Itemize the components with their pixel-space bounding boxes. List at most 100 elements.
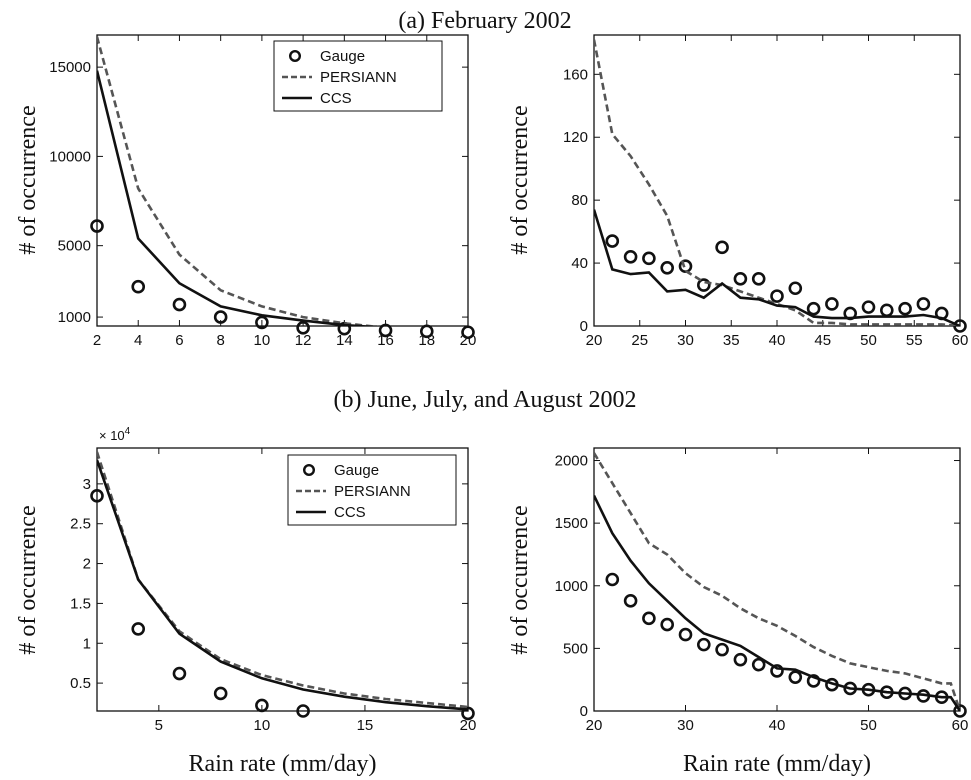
data-point	[715, 240, 729, 255]
x-tick-label: 35	[723, 332, 740, 349]
x-tick-label: 5	[155, 717, 163, 734]
chart-b-right: 20 30 40 50 60 0 500 1000 1500 2000 # of occurrenc…	[507, 447, 969, 777]
x-tick-label: 14	[336, 332, 353, 349]
y-tick-label: 1	[83, 635, 91, 652]
data-point	[788, 281, 803, 296]
data-point	[953, 704, 967, 718]
legend-label: CCS	[320, 90, 352, 107]
data-point	[255, 315, 269, 330]
y-tick-label: 120	[563, 129, 588, 146]
y-tick-label: 10000	[49, 148, 91, 165]
data-point	[213, 686, 228, 701]
y-tick-label: 0	[580, 318, 588, 335]
data-point	[642, 251, 656, 266]
series-gauge	[90, 219, 475, 340]
series-line	[97, 70, 378, 326]
series-ccs	[594, 209, 960, 326]
legend-label: Gauge	[320, 48, 365, 65]
data-point	[806, 674, 821, 688]
series-line	[594, 495, 960, 711]
data-point	[879, 303, 894, 318]
section-title-a: (a) February 2002	[398, 8, 571, 34]
data-point	[213, 310, 228, 324]
data-point	[131, 279, 146, 294]
y-tick-label: 500	[563, 640, 588, 657]
x-tick-label: 2	[93, 332, 101, 349]
x-tick-label: 60	[952, 332, 969, 349]
data-point	[715, 642, 729, 657]
data-point	[296, 320, 310, 335]
y-tick-label: 2	[83, 556, 91, 573]
x-tick-label: 20	[586, 717, 603, 734]
data-point	[131, 622, 146, 636]
legend-label: PERSIANN	[334, 483, 411, 500]
legend: Gauge PERSIANN CCS	[287, 454, 457, 526]
data-point	[642, 611, 656, 626]
data-point	[461, 325, 475, 340]
y-axis-label: # of occurrence	[507, 105, 533, 254]
data-point	[172, 666, 187, 681]
y-tick-label: 0	[580, 703, 588, 720]
chart-a-right: 20 25 30 35 40 45 50 55 60 0 40 80 120 160 # of occurr…	[507, 34, 969, 349]
data-point	[605, 572, 620, 587]
legend-marker	[303, 464, 316, 477]
series-persiann	[97, 36, 382, 326]
series-ccs	[97, 70, 378, 326]
x-tick-label: 15	[357, 717, 374, 734]
y-tick-label: 15000	[49, 59, 91, 76]
data-point	[90, 489, 104, 503]
plot-frame	[593, 34, 961, 327]
series-line	[97, 459, 468, 711]
data-point	[806, 301, 821, 316]
series-line	[594, 39, 960, 326]
x-tick-label: 10	[254, 332, 271, 349]
data-point	[605, 234, 620, 248]
x-tick-label: 25	[631, 332, 648, 349]
legend: Gauge PERSIANN CCS	[273, 40, 443, 112]
plot-frame	[96, 447, 469, 712]
x-axis-label: Rain rate (mm/day)	[189, 751, 377, 777]
x-tick-label: 30	[677, 717, 694, 734]
y-axis-label: # of occurrence	[15, 105, 41, 254]
legend-label: PERSIANN	[320, 69, 397, 86]
data-point	[678, 627, 693, 642]
section-title-b: (b) June, July, and August 2002	[333, 387, 636, 413]
x-tick-label: 20	[460, 717, 477, 734]
y-tick-label: 1.5	[70, 595, 91, 612]
data-point	[861, 300, 876, 314]
series-ccs	[594, 495, 960, 711]
data-point	[733, 652, 748, 667]
series-line	[594, 209, 960, 326]
series-gauge	[605, 572, 967, 718]
y-tick-label: 3	[83, 476, 91, 493]
y-tick-label: 80	[571, 192, 588, 209]
data-point	[733, 272, 748, 286]
x-tick-label: 12	[295, 332, 312, 349]
data-point	[461, 706, 475, 721]
y-tick-label: 1000	[58, 309, 91, 326]
x-tick-label: 4	[134, 332, 142, 349]
series-persiann	[594, 452, 960, 711]
data-point	[623, 249, 638, 264]
y-tick-label: 1500	[555, 515, 588, 532]
data-point	[419, 324, 434, 339]
data-point	[770, 289, 784, 303]
x-tick-label: 6	[175, 332, 183, 349]
x-tick-label: 60	[952, 717, 969, 734]
series-gauge	[90, 489, 475, 721]
x-tick-label: 10	[254, 717, 271, 734]
x-tick-label: 55	[906, 332, 923, 349]
y-tick-label: 0.5	[70, 675, 91, 692]
plot-frame	[593, 447, 961, 712]
y-tick-label: 40	[571, 255, 588, 272]
data-point	[172, 297, 187, 312]
x-tick-label: 8	[216, 332, 224, 349]
x-tick-label: 20	[586, 332, 603, 349]
x-tick-label: 45	[814, 332, 831, 349]
series-line	[594, 452, 960, 711]
series-persiann	[594, 39, 960, 326]
legend-label: Gauge	[334, 462, 379, 479]
series-line	[97, 36, 382, 326]
